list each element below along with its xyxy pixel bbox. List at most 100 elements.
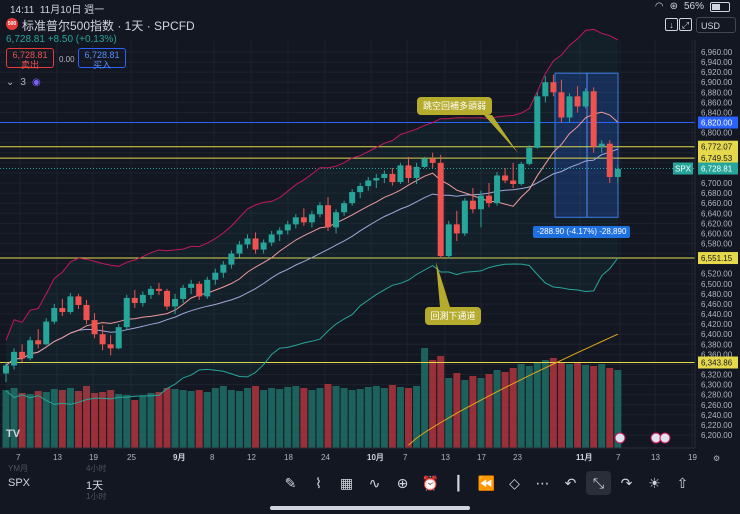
moving-average-fast	[5, 111, 619, 366]
alert-icon[interactable]: ⏰	[421, 475, 440, 491]
x-tick-label: 17	[477, 453, 486, 462]
download-icon[interactable]: ↓	[665, 18, 678, 31]
volume-bar	[598, 364, 606, 448]
volume-bar	[461, 380, 469, 448]
replay-icon[interactable]: ⏪	[477, 475, 496, 491]
candle-body	[300, 217, 307, 223]
undo-icon[interactable]: ↶	[564, 475, 577, 491]
price-tag-label: 6,728.81	[701, 165, 733, 174]
sell-price: 6,728.81	[12, 50, 48, 60]
fullscreen-icon[interactable]: ⤡	[586, 471, 611, 495]
volume-bar	[517, 364, 525, 448]
candle-body	[19, 351, 26, 359]
chart-type-icon[interactable]: ⌇	[315, 475, 322, 491]
volume-bar	[203, 392, 211, 448]
more-icon[interactable]: ⋯	[535, 475, 550, 491]
indicator-row[interactable]: ⌄ 3 ◉	[6, 75, 41, 89]
callout-top-pointer	[484, 115, 518, 153]
footer-symbol[interactable]: SPX	[8, 477, 31, 489]
candle-body	[43, 321, 50, 345]
callout-bottom[interactable]: 回測下通道	[425, 307, 481, 325]
candle-body	[67, 296, 74, 313]
candle-body	[397, 165, 404, 183]
idea-icon[interactable]: ☀	[648, 475, 661, 491]
volume-bar	[308, 390, 316, 448]
volume-bar	[582, 365, 590, 448]
candle-body	[236, 244, 243, 254]
candle-body	[308, 214, 315, 223]
volume-bar	[219, 386, 227, 448]
x-tick-label: 12	[247, 453, 256, 462]
candles-icon[interactable]: ┃	[454, 475, 463, 491]
x-tick-label: 19	[89, 453, 98, 462]
volume-bar	[74, 391, 82, 448]
chevron-down-icon[interactable]: ⌄	[6, 76, 15, 88]
templates-icon[interactable]: ▦	[339, 475, 354, 491]
volume-bar	[123, 395, 131, 448]
candle-body	[453, 224, 460, 234]
candle-body	[405, 165, 412, 178]
fullscreen-toggle-icon[interactable]: ⤢	[679, 18, 692, 31]
volume-bar	[18, 393, 26, 448]
volume-bar	[211, 388, 219, 448]
redo-icon[interactable]: ↷	[620, 475, 633, 491]
candle-body	[115, 327, 122, 349]
candle-body	[196, 283, 203, 297]
candle-body	[284, 224, 291, 231]
pen-icon[interactable]: ✎	[284, 475, 297, 491]
volume-bar	[388, 385, 396, 448]
currency-select[interactable]: USD	[696, 17, 736, 33]
y-tick-label: 6,300.00	[701, 381, 733, 390]
volume-bar	[324, 384, 332, 448]
wifi-icon: ◠	[654, 1, 664, 12]
volume-bar	[380, 388, 388, 448]
price-change: +8.50 (+0.13%)	[47, 34, 117, 45]
volume-bar	[34, 391, 42, 448]
volume-bar	[372, 386, 380, 448]
spread-value: 0.00	[59, 55, 75, 64]
measure-label[interactable]: -288.90 (-4.17%) -28,890	[533, 226, 631, 238]
y-tick-label: 6,320.00	[701, 371, 733, 380]
footer-interval[interactable]: 1天	[86, 480, 104, 492]
volume-bar	[469, 376, 477, 448]
bollinger-lower-line	[5, 257, 619, 405]
indicator-gear-icon[interactable]: ◉	[31, 76, 41, 88]
event-flag-icon	[614, 432, 626, 444]
volume-bar	[566, 364, 573, 448]
y-tick-label: 6,440.00	[701, 310, 733, 319]
candle-body	[469, 200, 476, 210]
volume-bar	[477, 378, 485, 448]
buy-button[interactable]: 6,728.81 买入	[78, 48, 126, 70]
volume-bar	[356, 389, 364, 448]
indicators-icon[interactable]: ∿	[368, 475, 381, 491]
volume-bar	[525, 366, 533, 448]
candle-body	[147, 288, 154, 295]
ghost-symbol: YM月	[8, 464, 28, 473]
y-tick-label: 6,880.00	[701, 88, 733, 97]
sell-button[interactable]: 6,728.81 卖出	[6, 48, 54, 70]
candle-body	[99, 334, 106, 345]
callout-top[interactable]: 跳空回補多頭弱	[417, 97, 492, 115]
symbol-title[interactable]: 标准普尔500指数 · 1天 · SPCFD	[22, 19, 195, 33]
volume-bar	[10, 388, 18, 448]
share-icon[interactable]: ⇧	[676, 475, 689, 491]
candle-body	[292, 217, 299, 225]
x-tick-label: 7	[403, 453, 408, 462]
y-tick-label: 6,220.00	[701, 421, 733, 430]
y-tick-label: 6,420.00	[701, 320, 733, 329]
y-tick-label: 6,480.00	[701, 290, 733, 299]
volume-bar	[58, 390, 66, 448]
y-tick-label: 6,360.00	[701, 350, 733, 359]
volume-bar	[83, 386, 90, 448]
x-tick-label: 10月	[367, 453, 384, 462]
y-tick-label: 6,960.00	[701, 48, 733, 57]
y-tick-label: 6,680.00	[701, 189, 733, 198]
candle-body	[260, 242, 267, 250]
layers-icon[interactable]: ◇	[509, 475, 520, 491]
add-icon[interactable]: ⊕	[396, 475, 409, 491]
signal-icon: ⊛	[669, 1, 678, 12]
candle-body	[316, 205, 323, 215]
indicator-count: 3	[20, 76, 26, 88]
y-tick-label: 6,380.00	[701, 340, 733, 349]
